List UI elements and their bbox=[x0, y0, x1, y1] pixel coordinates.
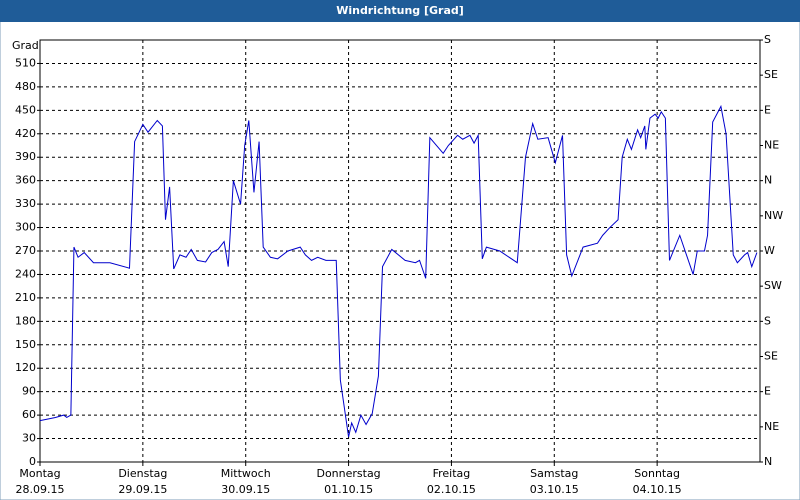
y2-tick-label: N bbox=[764, 174, 772, 187]
y2-tick-label: E bbox=[764, 103, 771, 116]
x-tick-label: Dienstag bbox=[118, 467, 167, 480]
y2-tick-label: NE bbox=[764, 420, 779, 433]
x-tick-label: Mittwoch bbox=[221, 467, 271, 480]
x-tick-label: Freitag bbox=[433, 467, 471, 480]
y-tick-label: 150 bbox=[15, 338, 36, 351]
y-tick-label: 330 bbox=[15, 197, 36, 210]
x-tick-date: 04.10.15 bbox=[633, 483, 682, 496]
y-tick-label: 180 bbox=[15, 314, 36, 327]
x-tick-date: 28.09.15 bbox=[16, 483, 65, 496]
y-tick-label: 60 bbox=[22, 408, 36, 421]
y-tick-label: 390 bbox=[15, 150, 36, 163]
y-tick-label: 0 bbox=[29, 455, 36, 468]
y-tick-label: 90 bbox=[22, 385, 36, 398]
y2-tick-label: SW bbox=[764, 279, 782, 292]
x-tick-date: 02.10.15 bbox=[427, 483, 476, 496]
data-line bbox=[39, 104, 758, 438]
y2-tick-label: W bbox=[764, 244, 775, 257]
y-tick-label: 30 bbox=[22, 432, 36, 445]
y2-tick-label: E bbox=[764, 385, 771, 398]
y-tick-label: 450 bbox=[15, 103, 36, 116]
y-tick-label: 480 bbox=[15, 80, 36, 93]
y2-tick-label: NE bbox=[764, 139, 779, 152]
y-axis-label: Grad bbox=[12, 39, 39, 52]
y2-tick-label: S bbox=[764, 33, 771, 46]
x-tick-date: 03.10.15 bbox=[530, 483, 579, 496]
y-tick-label: 300 bbox=[15, 221, 36, 234]
x-tick-date: 01.10.15 bbox=[324, 483, 373, 496]
x-tick-label: Sonntag bbox=[634, 467, 680, 480]
x-tick-label: Samstag bbox=[530, 467, 578, 480]
y-tick-label: 270 bbox=[15, 244, 36, 257]
y-tick-label: 420 bbox=[15, 127, 36, 140]
y-tick-label: 120 bbox=[15, 361, 36, 374]
x-tick-date: 30.09.15 bbox=[221, 483, 270, 496]
x-tick-label: Montag bbox=[19, 467, 60, 480]
y-tick-label: 510 bbox=[15, 56, 36, 69]
y2-tick-label: S bbox=[764, 314, 771, 327]
x-tick-label: Donnerstag bbox=[316, 467, 380, 480]
x-tick-date: 29.09.15 bbox=[118, 483, 167, 496]
y-tick-label: 360 bbox=[15, 174, 36, 187]
y-tick-label: 240 bbox=[15, 267, 36, 280]
y2-tick-label: SE bbox=[764, 68, 778, 81]
chart-title: Windrichtung [Grad] bbox=[336, 4, 464, 17]
y2-tick-label: NW bbox=[764, 209, 783, 222]
y2-tick-label: SE bbox=[764, 350, 778, 363]
y-tick-label: 210 bbox=[15, 291, 36, 304]
y2-tick-label: N bbox=[764, 455, 772, 468]
title-bar bbox=[0, 0, 800, 22]
